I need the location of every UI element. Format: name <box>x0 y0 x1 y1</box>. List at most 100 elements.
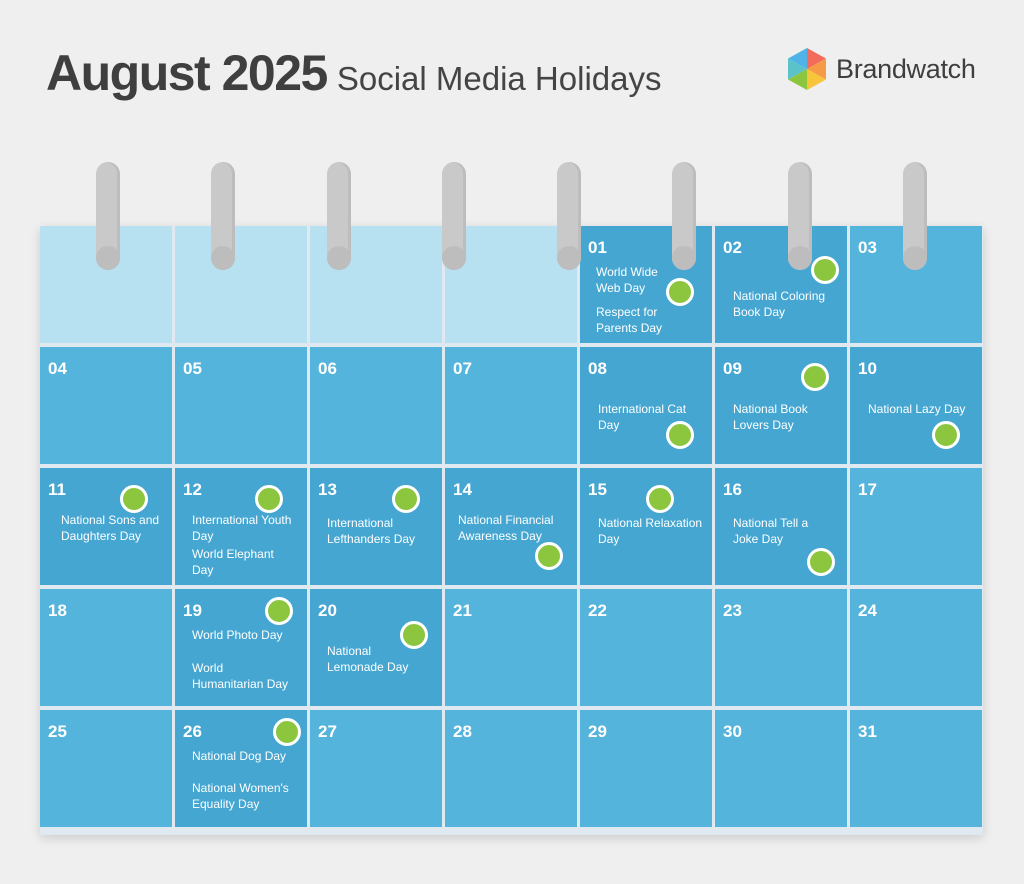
day-number: 30 <box>723 722 742 741</box>
binder-ring <box>211 162 235 270</box>
day-number: 26 <box>183 722 202 741</box>
holiday-marker-icon <box>801 363 829 391</box>
binder-ring <box>96 162 120 270</box>
day-number: 06 <box>318 359 337 378</box>
day-cell-01[interactable]: 01 World Wide Web Day Respect for Parents … <box>580 226 712 343</box>
holiday-label: National Coloring Book Day <box>733 289 826 319</box>
holiday-marker-icon <box>807 548 835 576</box>
binder-ring <box>442 162 466 270</box>
day-cell-12[interactable]: 12 International Youth Day World Elephant … <box>175 468 307 585</box>
holiday-label: National Lazy Day <box>868 402 966 416</box>
holiday-marker-icon <box>535 542 563 570</box>
day-number: 29 <box>588 722 607 741</box>
holiday-label: National Lemonade Day <box>327 644 409 674</box>
day-cell-26[interactable]: 26 National Dog Day National Women's Equal… <box>175 710 307 827</box>
day-number: 02 <box>723 238 742 257</box>
holiday-marker-icon <box>265 597 293 625</box>
holiday-label: National Book Lovers Day <box>733 402 808 432</box>
day-number: 23 <box>723 601 742 620</box>
holiday-label: National Dog Day <box>192 749 287 763</box>
binder-ring <box>557 162 581 270</box>
day-cell-28[interactable]: 28 <box>445 710 577 827</box>
day-cell-02[interactable]: 02 National Coloring Book Day <box>715 226 847 343</box>
day-number: 20 <box>318 601 337 620</box>
day-cell-23[interactable]: 23 <box>715 589 847 706</box>
holiday-marker-icon <box>646 485 674 513</box>
day-number: 16 <box>723 480 742 499</box>
day-cell-29[interactable]: 29 <box>580 710 712 827</box>
day-cell-30[interactable]: 30 <box>715 710 847 827</box>
holiday-label: International Youth Day <box>192 513 292 543</box>
holiday-label: International Cat Day <box>598 402 687 432</box>
holiday-marker-icon <box>666 278 694 306</box>
day-cell-04[interactable]: 04 <box>40 347 172 464</box>
holiday-label: World Wide Web Day <box>596 265 658 295</box>
holiday-marker-icon <box>120 485 148 513</box>
day-cell-15[interactable]: 15 National Relaxation Day <box>580 468 712 585</box>
day-cell-22[interactable]: 22 <box>580 589 712 706</box>
day-number: 05 <box>183 359 202 378</box>
day-cell-20[interactable]: 20 National Lemonade Day <box>310 589 442 706</box>
day-cell-07[interactable]: 07 <box>445 347 577 464</box>
day-cell-09[interactable]: 09 National Book Lovers Day <box>715 347 847 464</box>
day-number: 15 <box>588 480 607 499</box>
day-cell-27[interactable]: 27 <box>310 710 442 827</box>
holiday-marker-icon <box>811 256 839 284</box>
day-number: 14 <box>453 480 472 499</box>
empty-day-cell <box>175 226 307 343</box>
holiday-label: National Relaxation Day <box>598 516 703 546</box>
hexagon-logo-icon <box>788 48 826 90</box>
day-cell-19[interactable]: 19 World Photo Day World Humanitarian Day <box>175 589 307 706</box>
day-number: 25 <box>48 722 67 741</box>
holiday-label: World Humanitarian Day <box>192 661 289 691</box>
empty-day-cell <box>445 226 577 343</box>
day-cell-08[interactable]: 08 International Cat Day <box>580 347 712 464</box>
day-cell-11[interactable]: 11 National Sons and Daughters Day <box>40 468 172 585</box>
day-number: 27 <box>318 722 337 741</box>
day-cell-14[interactable]: 14 National Financial Awareness Day <box>445 468 577 585</box>
day-number: 17 <box>858 480 877 499</box>
holiday-marker-icon <box>400 621 428 649</box>
day-cell-18[interactable]: 18 <box>40 589 172 706</box>
day-number: 12 <box>183 480 202 499</box>
holiday-label: International Lefthanders Day <box>327 516 416 546</box>
day-cell-06[interactable]: 06 <box>310 347 442 464</box>
day-cell-31[interactable]: 31 <box>850 710 982 827</box>
day-cell-16[interactable]: 16 National Tell a Joke Day <box>715 468 847 585</box>
day-number: 03 <box>858 238 877 257</box>
day-cell-05[interactable]: 05 <box>175 347 307 464</box>
day-cell-21[interactable]: 21 <box>445 589 577 706</box>
day-cell-17[interactable]: 17 <box>850 468 982 585</box>
binder-ring <box>672 162 696 270</box>
holiday-marker-icon <box>273 718 301 746</box>
holiday-label: National Sons and Daughters Day <box>61 513 160 543</box>
holiday-label: World Elephant Day <box>192 547 274 577</box>
brand-logo: Brandwatch <box>788 48 976 90</box>
day-cell-25[interactable]: 25 <box>40 710 172 827</box>
holiday-marker-icon <box>666 421 694 449</box>
day-number: 01 <box>588 238 607 257</box>
day-number: 31 <box>858 722 877 741</box>
day-cell-10[interactable]: 10 National Lazy Day <box>850 347 982 464</box>
day-cell-24[interactable]: 24 <box>850 589 982 706</box>
holiday-marker-icon <box>392 485 420 513</box>
day-number: 04 <box>48 359 67 378</box>
day-cell-13[interactable]: 13 International Lefthanders Day <box>310 468 442 585</box>
holiday-label: Respect for Parents Day <box>596 305 663 335</box>
holiday-label: National Women's Equality Day <box>192 781 289 811</box>
month-title: August 2025 <box>46 45 328 101</box>
holiday-label: National Tell a Joke Day <box>733 516 809 546</box>
day-number: 21 <box>453 601 472 620</box>
day-number: 08 <box>588 359 607 378</box>
day-number: 07 <box>453 359 472 378</box>
holiday-label: National Financial Awareness Day <box>458 513 554 543</box>
page-subtitle: Social Media Holidays <box>336 60 662 97</box>
day-number: 11 <box>48 480 66 499</box>
day-number: 13 <box>318 480 337 499</box>
day-number: 28 <box>453 722 472 741</box>
binder-ring <box>327 162 351 270</box>
holiday-marker-icon <box>932 421 960 449</box>
brand-name: Brandwatch <box>836 53 976 84</box>
day-number: 09 <box>723 359 742 378</box>
calendar-grid: 01 World Wide Web Day Respect for Parents … <box>40 226 983 835</box>
